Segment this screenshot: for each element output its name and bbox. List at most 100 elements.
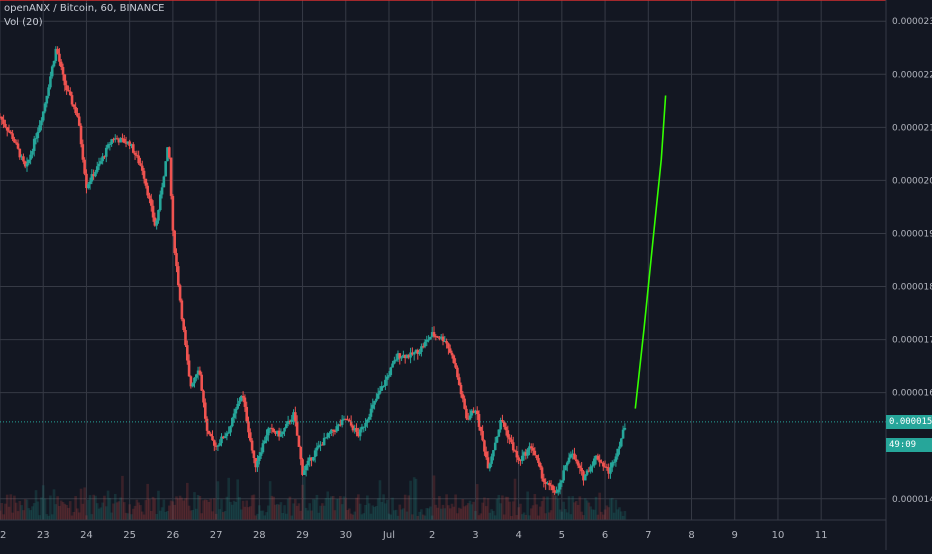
volume-bar — [218, 509, 221, 520]
volume-bar — [294, 499, 297, 520]
volume-bar — [283, 505, 286, 520]
volume-bar — [267, 505, 270, 520]
candle-body — [294, 412, 297, 422]
candle-body — [41, 111, 45, 121]
volume-bar — [139, 505, 142, 520]
candle-body — [369, 408, 373, 417]
candle-body — [375, 398, 378, 401]
volume-bar — [214, 513, 218, 520]
time-tick-label: 6 — [602, 530, 608, 541]
time-axis[interactable]: 222324252627282930Jul234567891011 — [0, 530, 828, 541]
volume-bar — [178, 495, 182, 520]
volume-bar — [77, 512, 81, 520]
candle-body — [569, 454, 573, 458]
candle-body — [556, 489, 560, 493]
volume-bar — [369, 513, 373, 520]
volume-bar — [564, 509, 567, 520]
candle-body — [149, 198, 153, 206]
candle-body — [223, 436, 227, 439]
volume-bar — [191, 509, 194, 520]
candle-body — [176, 266, 180, 286]
volume-bar — [61, 502, 65, 520]
candle-body — [337, 424, 340, 427]
volume-bar — [589, 506, 592, 520]
candle-body — [457, 377, 461, 385]
volume-bar — [322, 505, 326, 520]
volume-bar — [189, 510, 193, 520]
candle-body — [510, 439, 513, 443]
candle-body — [227, 432, 231, 434]
candle-body — [225, 433, 229, 437]
candle-body — [182, 319, 185, 331]
volume-bar — [63, 503, 67, 520]
candle-body — [517, 457, 520, 461]
candle-body — [513, 450, 517, 452]
candle-body — [166, 147, 169, 162]
candle-body — [178, 285, 182, 301]
volume-bar — [36, 501, 40, 520]
volume-bar — [108, 498, 112, 520]
volume-bar — [533, 494, 537, 520]
volume-bar — [128, 504, 131, 520]
time-tick-label: 22 — [0, 530, 6, 541]
candle-body — [104, 147, 108, 157]
volume-bar — [418, 511, 421, 520]
volume-bar — [331, 495, 335, 520]
candle-body — [445, 341, 448, 344]
candle-body — [180, 300, 184, 320]
candle-body — [2, 119, 5, 124]
volume-bar — [268, 481, 272, 520]
volume-bar — [175, 496, 178, 520]
candle-body — [313, 450, 317, 458]
candle-body — [211, 436, 214, 441]
symbol-title[interactable]: openANX / Bitcoin, 60, BINANCE — [4, 3, 165, 14]
candle-body — [94, 171, 97, 177]
candle-body — [175, 253, 178, 267]
price-tick-label: 0.00001800 — [892, 283, 932, 293]
candle-body — [405, 355, 409, 359]
candle-body — [13, 139, 16, 143]
candle-body — [5, 127, 9, 131]
volume-bar — [360, 514, 364, 520]
volume-bar — [470, 504, 474, 520]
volume-bar — [466, 503, 470, 520]
volume-bar — [587, 502, 591, 520]
candle-body — [27, 159, 31, 164]
volume-bar — [117, 501, 121, 520]
candle-body — [205, 418, 209, 431]
volume-bar — [544, 513, 547, 520]
volume-bar — [517, 507, 520, 520]
volume-bar — [472, 501, 475, 520]
volume-bar — [185, 482, 189, 520]
candle-body — [52, 60, 56, 67]
volume-bar — [535, 504, 538, 520]
volume-bar — [425, 508, 429, 520]
volume-bar — [231, 504, 234, 520]
candle-body — [322, 437, 326, 446]
candle-body — [418, 351, 421, 355]
candle-body — [470, 410, 474, 416]
candle-body — [277, 430, 281, 437]
volume-bar — [362, 513, 366, 520]
price-axis[interactable]: 0.00002300 0.00002200 0.00002100 0.00002000… — [892, 17, 932, 505]
candle-body — [564, 465, 567, 471]
volume-bar — [441, 504, 445, 520]
volume-bar — [85, 515, 88, 520]
volume-bar — [306, 510, 310, 520]
time-tick-label: 11 — [815, 530, 828, 541]
volume-indicator-label[interactable]: Vol (20) — [4, 17, 43, 28]
volume-bar — [328, 498, 331, 520]
candle-body — [88, 181, 92, 185]
candle-body — [95, 166, 99, 172]
candle-body — [324, 437, 328, 439]
volume-bar — [465, 505, 468, 520]
volume-bar — [376, 498, 380, 520]
candle-body — [486, 457, 490, 469]
candle-body — [580, 467, 583, 472]
candle-body — [535, 455, 538, 459]
candle-body — [304, 465, 308, 471]
candle-body — [389, 367, 393, 376]
candle-body — [203, 402, 207, 419]
